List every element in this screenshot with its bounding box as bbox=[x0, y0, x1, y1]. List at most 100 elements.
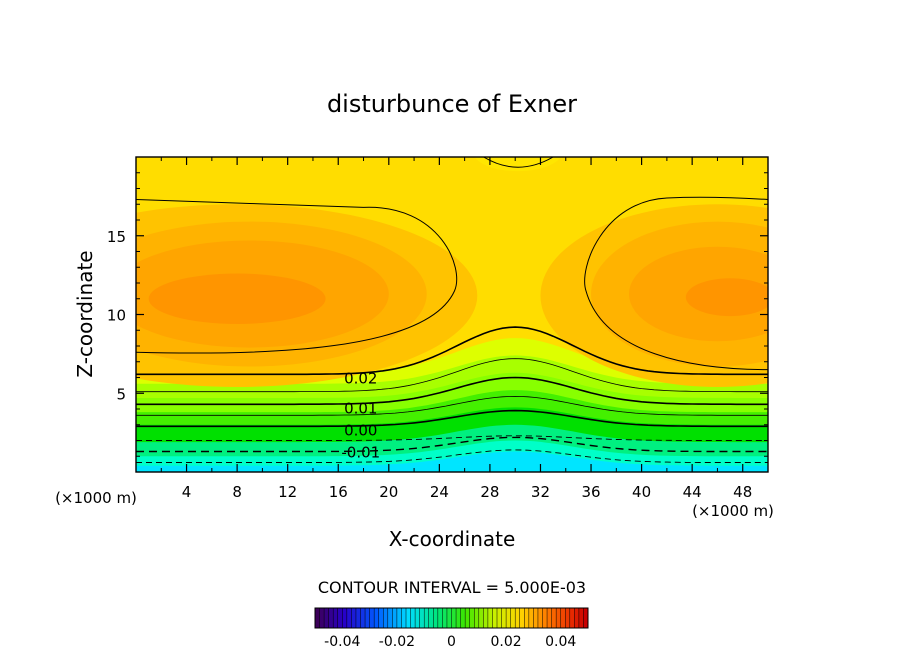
contour-lobe-right bbox=[584, 196, 768, 371]
fill-lobe-right-core bbox=[685, 278, 768, 317]
colorbar-cell bbox=[360, 608, 366, 628]
colorbar-cell bbox=[497, 608, 502, 628]
colorbar-cell bbox=[583, 608, 589, 628]
colorbar-cell bbox=[410, 608, 416, 628]
colorbar-cell bbox=[315, 608, 320, 628]
contour-line-0.01 bbox=[136, 376, 768, 406]
filled-contours bbox=[136, 157, 768, 472]
contour-line-neg-0.015 bbox=[136, 449, 768, 463]
x-unit-right: (×1000 m) bbox=[692, 502, 774, 520]
colorbar-tick-label: -0.02 bbox=[379, 634, 415, 650]
x-tick-label: 48 bbox=[733, 483, 752, 501]
colorbar-cell bbox=[469, 608, 475, 628]
y-tick-label: 15 bbox=[107, 228, 126, 246]
y-axis-ticks: 5 10 15 bbox=[107, 172, 768, 457]
x-tick-label: 32 bbox=[531, 483, 550, 501]
colorbar-cell bbox=[383, 608, 389, 628]
colorbar-cell bbox=[351, 608, 357, 628]
colorbar-cell bbox=[456, 608, 461, 628]
y-tick-label: 5 bbox=[116, 385, 126, 403]
colorbar-cell bbox=[319, 608, 325, 628]
contour-lines bbox=[136, 157, 768, 463]
y-axis-label: Z-coordinate bbox=[73, 250, 97, 377]
colorbar-tick-label: 0.04 bbox=[545, 634, 576, 650]
colorbar-cell bbox=[465, 608, 470, 628]
colorbar-cell bbox=[569, 608, 575, 628]
colorbar-cell bbox=[419, 608, 425, 628]
contour-line-neg-0.005 bbox=[136, 435, 768, 441]
colorbar-cell bbox=[542, 608, 548, 628]
colorbar-cell bbox=[537, 608, 543, 628]
colorbar-cell bbox=[428, 608, 434, 628]
x-tick-label: 28 bbox=[480, 483, 499, 501]
x-tick-label: 16 bbox=[329, 483, 348, 501]
contour-line-0.015 bbox=[136, 358, 768, 393]
colorbar-cell bbox=[333, 608, 339, 628]
x-tick-label: 36 bbox=[581, 483, 600, 501]
x-tick-label: 4 bbox=[182, 483, 192, 501]
colorbar-cell bbox=[510, 608, 516, 628]
colorbar-cell bbox=[433, 608, 439, 628]
y-tick-label: 10 bbox=[107, 307, 126, 325]
contour-line-0.005 bbox=[136, 395, 768, 416]
colorbar-cell bbox=[406, 608, 411, 628]
colorbar-cell bbox=[519, 608, 525, 628]
x-tick-label: 40 bbox=[632, 483, 651, 501]
colorbar-cell bbox=[524, 608, 530, 628]
colorbar-cell bbox=[547, 608, 552, 628]
fill-lobe-left-core bbox=[148, 273, 326, 324]
contour-line-0.00 bbox=[136, 409, 768, 428]
colorbar-cell bbox=[342, 608, 348, 628]
colorbar-cell bbox=[533, 608, 539, 628]
contour-lobe-left bbox=[136, 199, 458, 354]
colorbar-cell bbox=[560, 608, 566, 628]
colorbar-cell bbox=[483, 608, 489, 628]
x-tick-label: 24 bbox=[430, 483, 449, 501]
colorbar-frame bbox=[314, 607, 589, 629]
contour-line-0.02 bbox=[136, 326, 768, 376]
x-tick-label: 20 bbox=[379, 483, 398, 501]
x-unit-left: (×1000 m) bbox=[55, 489, 137, 507]
x-axis-ticks: 4 8 12 16 20 24 28 32 36 40 44 48 bbox=[160, 157, 752, 501]
colorbar-cell bbox=[528, 608, 534, 628]
colorbar-cell bbox=[387, 608, 393, 628]
colorbar-cell bbox=[551, 608, 557, 628]
colorbar-cell bbox=[478, 608, 484, 628]
colorbar-cell bbox=[487, 608, 493, 628]
contour-interval-text: CONTOUR INTERVAL = 5.000E-03 bbox=[318, 578, 586, 597]
contour-label: -0.01 bbox=[341, 444, 380, 462]
colorbar-cell bbox=[574, 608, 580, 628]
colorbar-cell bbox=[515, 608, 521, 628]
contour-label: 0.00 bbox=[344, 421, 377, 439]
x-tick-label: 8 bbox=[232, 483, 242, 501]
contour-label: 0.02 bbox=[344, 370, 377, 388]
colorbar-cell bbox=[424, 608, 430, 628]
colorbar: -0.04 -0.02 0 0.02 0.04 bbox=[314, 607, 589, 650]
colorbar-cell bbox=[492, 608, 498, 628]
x-tick-label: 44 bbox=[683, 483, 702, 501]
colorbar-cell bbox=[415, 608, 420, 628]
colorbar-cell bbox=[337, 608, 343, 628]
x-axis-label: X-coordinate bbox=[389, 527, 516, 551]
chart-title: disturbunce of Exner bbox=[327, 90, 577, 118]
colorbar-cell bbox=[378, 608, 384, 628]
colorbar-cell bbox=[474, 608, 480, 628]
colorbar-cell bbox=[556, 608, 561, 628]
colorbar-cell bbox=[506, 608, 511, 628]
fill-top-centre bbox=[474, 157, 561, 172]
colorbar-tick-label: 0.02 bbox=[491, 634, 522, 650]
colorbar-cell bbox=[396, 608, 402, 628]
colorbar-cell bbox=[565, 608, 571, 628]
colorbar-cell bbox=[437, 608, 443, 628]
contour-line-neg-0.01 bbox=[136, 436, 768, 453]
colorbar-cell bbox=[324, 608, 329, 628]
colorbar-cell bbox=[328, 608, 334, 628]
colorbar-cell bbox=[401, 608, 407, 628]
colorbar-cell bbox=[446, 608, 452, 628]
colorbar-cell bbox=[374, 608, 379, 628]
contour-labels: 0.02 0.01 0.00 -0.01 bbox=[341, 370, 380, 462]
colorbar-cell bbox=[501, 608, 507, 628]
colorbar-tick-label: -0.04 bbox=[324, 634, 360, 650]
